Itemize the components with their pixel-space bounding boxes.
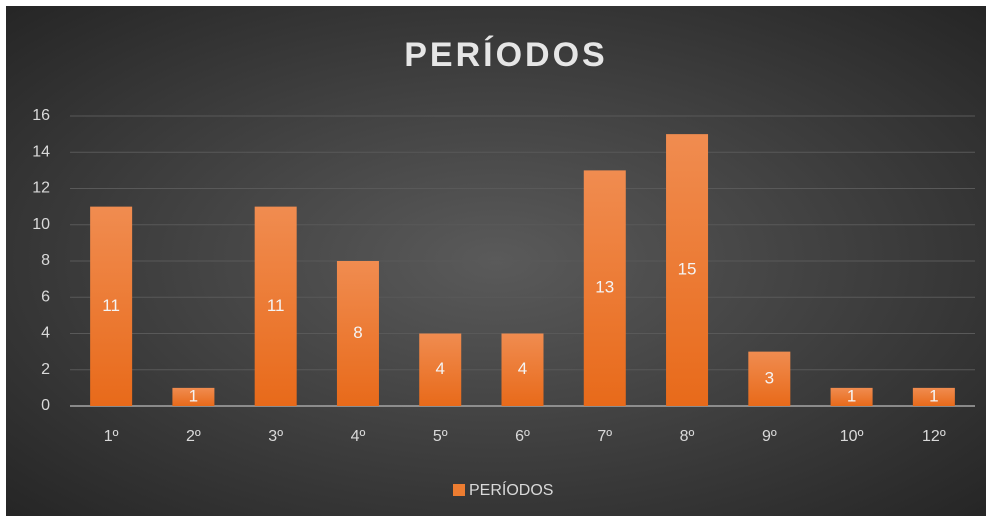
value-label: 4 (435, 359, 444, 378)
y-tick-label: 14 (32, 143, 50, 160)
x-tick-label: 8º (680, 428, 695, 445)
bar (501, 333, 544, 406)
x-tick-label: 12º (922, 428, 946, 445)
legend-label: PERÍODOS (469, 480, 553, 499)
bar (419, 333, 462, 406)
x-tick-label: 2º (186, 428, 201, 445)
x-tick-label: 5º (433, 428, 448, 445)
y-tick-label: 10 (32, 216, 50, 233)
value-label: 1 (189, 386, 198, 405)
x-tick-label: 1º (104, 428, 119, 445)
bar (254, 206, 297, 406)
value-label: 13 (595, 278, 614, 297)
chart-title: PERÍODOS (404, 36, 607, 74)
legend-swatch (453, 484, 465, 496)
y-tick-label: 16 (32, 107, 50, 124)
x-tick-label: 6º (515, 428, 530, 445)
y-tick-label: 2 (41, 361, 50, 378)
y-tick-label: 8 (41, 252, 50, 269)
bar (336, 261, 379, 406)
y-tick-label: 4 (41, 325, 50, 342)
value-label: 11 (102, 296, 120, 315)
value-label: 1 (929, 386, 938, 405)
x-tick-label: 10º (840, 428, 864, 445)
bar (90, 206, 133, 406)
y-tick-label: 12 (32, 180, 50, 197)
x-tick-label: 9º (762, 428, 777, 445)
bar (912, 387, 955, 406)
value-label: 11 (267, 296, 285, 315)
value-label: 15 (678, 260, 697, 279)
bar (583, 170, 626, 406)
value-label: 8 (353, 323, 362, 342)
value-label: 4 (518, 359, 527, 378)
bar (830, 387, 873, 406)
bar (666, 134, 709, 406)
value-label: 1 (847, 386, 856, 405)
x-tick-label: 4º (351, 428, 366, 445)
value-label: 3 (765, 368, 774, 387)
x-tick-label: 7º (597, 428, 612, 445)
bar (172, 387, 215, 406)
x-tick-label: 3º (268, 428, 283, 445)
y-tick-label: 0 (41, 397, 50, 414)
bar (748, 351, 791, 406)
y-tick-label: 6 (41, 288, 50, 305)
